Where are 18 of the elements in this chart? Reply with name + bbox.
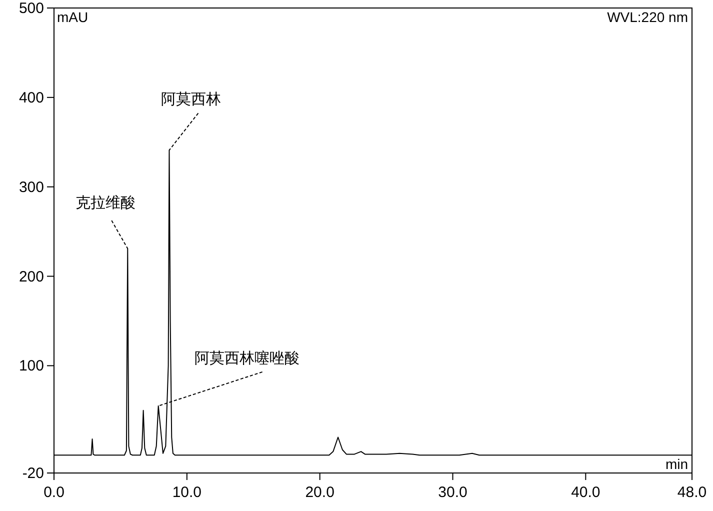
annotation: 阿莫西林 [161, 91, 222, 108]
y-tick-label: 200 [18, 268, 44, 286]
y-tick-label: 100 [18, 358, 44, 375]
x-tick-label: 20.0 [305, 484, 334, 501]
x-tick-label: 30.0 [438, 484, 468, 501]
y-tick-label: 500 [18, 0, 44, 17]
y-tick-label: 300 [18, 178, 44, 196]
x-tick-label: 48.0 [677, 484, 707, 501]
y-axis-title: mAU [57, 9, 88, 25]
annotation: 克拉维酸 [76, 194, 136, 212]
x-axis-title: min [665, 456, 688, 472]
x-tick-label: 0.0 [44, 484, 64, 501]
y-tick-label: 400 [18, 89, 44, 106]
annotation: 阿莫西林噻唑酸 [194, 350, 300, 367]
annotation: WVL:220 nm [607, 9, 688, 25]
x-tick-label: 40.0 [571, 484, 600, 501]
y-tick-label: -20 [22, 465, 44, 482]
x-tick-label: 10.0 [172, 484, 202, 501]
